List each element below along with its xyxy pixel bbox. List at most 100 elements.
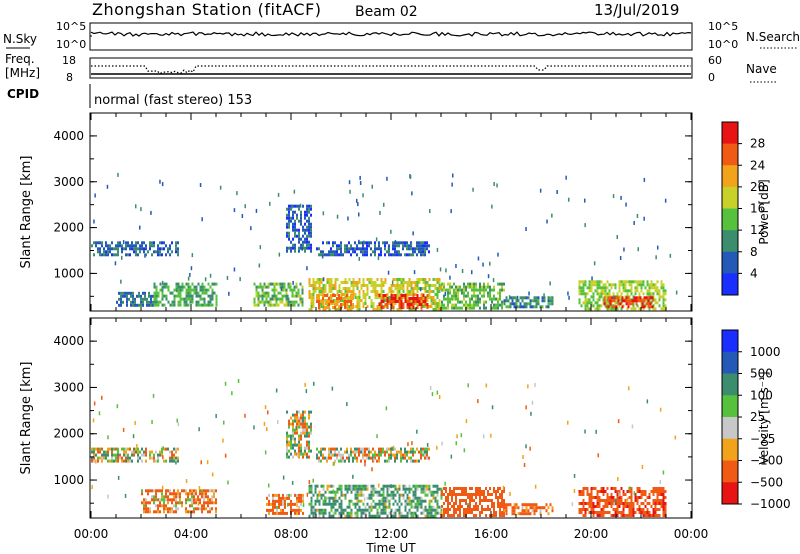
power-cell bbox=[654, 307, 657, 311]
power-scatter-point bbox=[356, 198, 358, 203]
power-cell bbox=[364, 299, 367, 302]
velocity-cell bbox=[320, 496, 323, 500]
velocity-cell bbox=[487, 505, 489, 508]
velocity-cell bbox=[193, 507, 195, 511]
velocity-cell bbox=[475, 508, 477, 511]
velocity-cell bbox=[336, 453, 338, 457]
velocity-cell bbox=[471, 487, 473, 490]
velocity-cell bbox=[636, 496, 639, 499]
power-cell bbox=[432, 290, 435, 293]
power-cell bbox=[608, 292, 611, 296]
velocity-cell bbox=[628, 496, 631, 499]
velocity-cell bbox=[400, 502, 403, 506]
power-cell bbox=[322, 287, 325, 290]
power-cell bbox=[346, 250, 348, 254]
power-cell bbox=[346, 294, 348, 297]
power-cell bbox=[350, 305, 353, 308]
power-cell bbox=[588, 301, 591, 305]
power-cell bbox=[662, 304, 665, 308]
power-cell bbox=[350, 300, 352, 303]
velocity-scatter-point bbox=[275, 388, 278, 393]
power-cell bbox=[420, 244, 422, 248]
power-cell bbox=[398, 293, 401, 296]
velocity-cell bbox=[133, 447, 135, 451]
velocity-cell bbox=[652, 502, 655, 505]
power-cell bbox=[416, 278, 419, 281]
power-cell bbox=[618, 286, 621, 290]
power-cell bbox=[632, 307, 635, 311]
velocity-cell bbox=[195, 501, 197, 505]
power-cell bbox=[301, 288, 304, 292]
velocity-cell bbox=[580, 493, 583, 496]
power-cell bbox=[372, 250, 374, 254]
power-scatter-point bbox=[636, 214, 639, 218]
power-cell bbox=[467, 282, 469, 286]
power-scatter-point bbox=[114, 261, 117, 266]
velocity-cell bbox=[386, 505, 389, 509]
power-cell bbox=[378, 303, 381, 306]
velocity-cell bbox=[145, 507, 147, 511]
power-cell bbox=[314, 287, 317, 290]
velocity-cell bbox=[610, 487, 613, 490]
velocity-scatter-point bbox=[444, 481, 446, 486]
velocity-cell bbox=[404, 505, 407, 509]
velocity-cell bbox=[296, 416, 298, 420]
power-cell bbox=[211, 294, 214, 298]
power-cell bbox=[644, 286, 647, 290]
velocity-cell bbox=[310, 487, 313, 491]
power-cell bbox=[627, 299, 630, 303]
velocity-cell bbox=[362, 453, 364, 457]
velocity-cell bbox=[304, 452, 306, 456]
velocity-cell bbox=[177, 459, 179, 463]
velocity-cell bbox=[400, 450, 402, 454]
power-cell bbox=[271, 297, 274, 301]
velocity-cell bbox=[201, 507, 203, 511]
power-region bbox=[116, 291, 154, 307]
power-cell bbox=[346, 300, 348, 303]
power-cell bbox=[388, 250, 390, 254]
power-cell bbox=[380, 281, 383, 284]
velocity-cell bbox=[286, 431, 288, 435]
power-cell bbox=[543, 296, 546, 300]
velocity-cell bbox=[304, 419, 306, 423]
power-cell bbox=[281, 282, 284, 286]
velocity-cell bbox=[473, 499, 475, 502]
power-cell bbox=[533, 305, 536, 309]
power-cell bbox=[336, 293, 339, 296]
power-cell bbox=[291, 294, 294, 298]
power-cell bbox=[646, 289, 649, 293]
power-cell bbox=[394, 244, 396, 248]
power-cell bbox=[416, 306, 419, 309]
power-cell bbox=[388, 296, 391, 299]
velocity-cell bbox=[308, 413, 310, 417]
velocity-cell bbox=[396, 453, 398, 457]
velocity-cell bbox=[620, 499, 623, 502]
power-cell bbox=[378, 296, 381, 299]
power-cell bbox=[598, 283, 601, 287]
velocity-cell bbox=[350, 447, 352, 451]
velocity-cell bbox=[272, 499, 274, 503]
velocity-cell bbox=[356, 508, 359, 512]
velocity-scatter-point bbox=[571, 502, 574, 507]
velocity-cell bbox=[320, 453, 322, 457]
power-cell bbox=[362, 244, 364, 248]
velocity-scatter-point bbox=[527, 384, 529, 389]
power-cell bbox=[354, 284, 357, 287]
velocity-cell bbox=[455, 508, 457, 511]
power-cell bbox=[127, 241, 129, 245]
velocity-cell bbox=[372, 493, 375, 497]
power-cell bbox=[414, 284, 417, 287]
velocity-cell bbox=[404, 508, 407, 512]
velocity-cell bbox=[161, 447, 163, 451]
velocity-cell bbox=[481, 493, 483, 496]
power-region bbox=[441, 282, 505, 310]
power-cell bbox=[463, 288, 465, 292]
velocity-cell bbox=[175, 456, 177, 460]
velocity-cell bbox=[630, 511, 633, 514]
power-cell bbox=[366, 241, 368, 245]
velocity-cell bbox=[320, 484, 323, 488]
power-cell bbox=[368, 241, 370, 245]
power-cell bbox=[372, 287, 375, 290]
velocity-cell bbox=[322, 484, 325, 488]
velocity-cell bbox=[302, 416, 304, 420]
